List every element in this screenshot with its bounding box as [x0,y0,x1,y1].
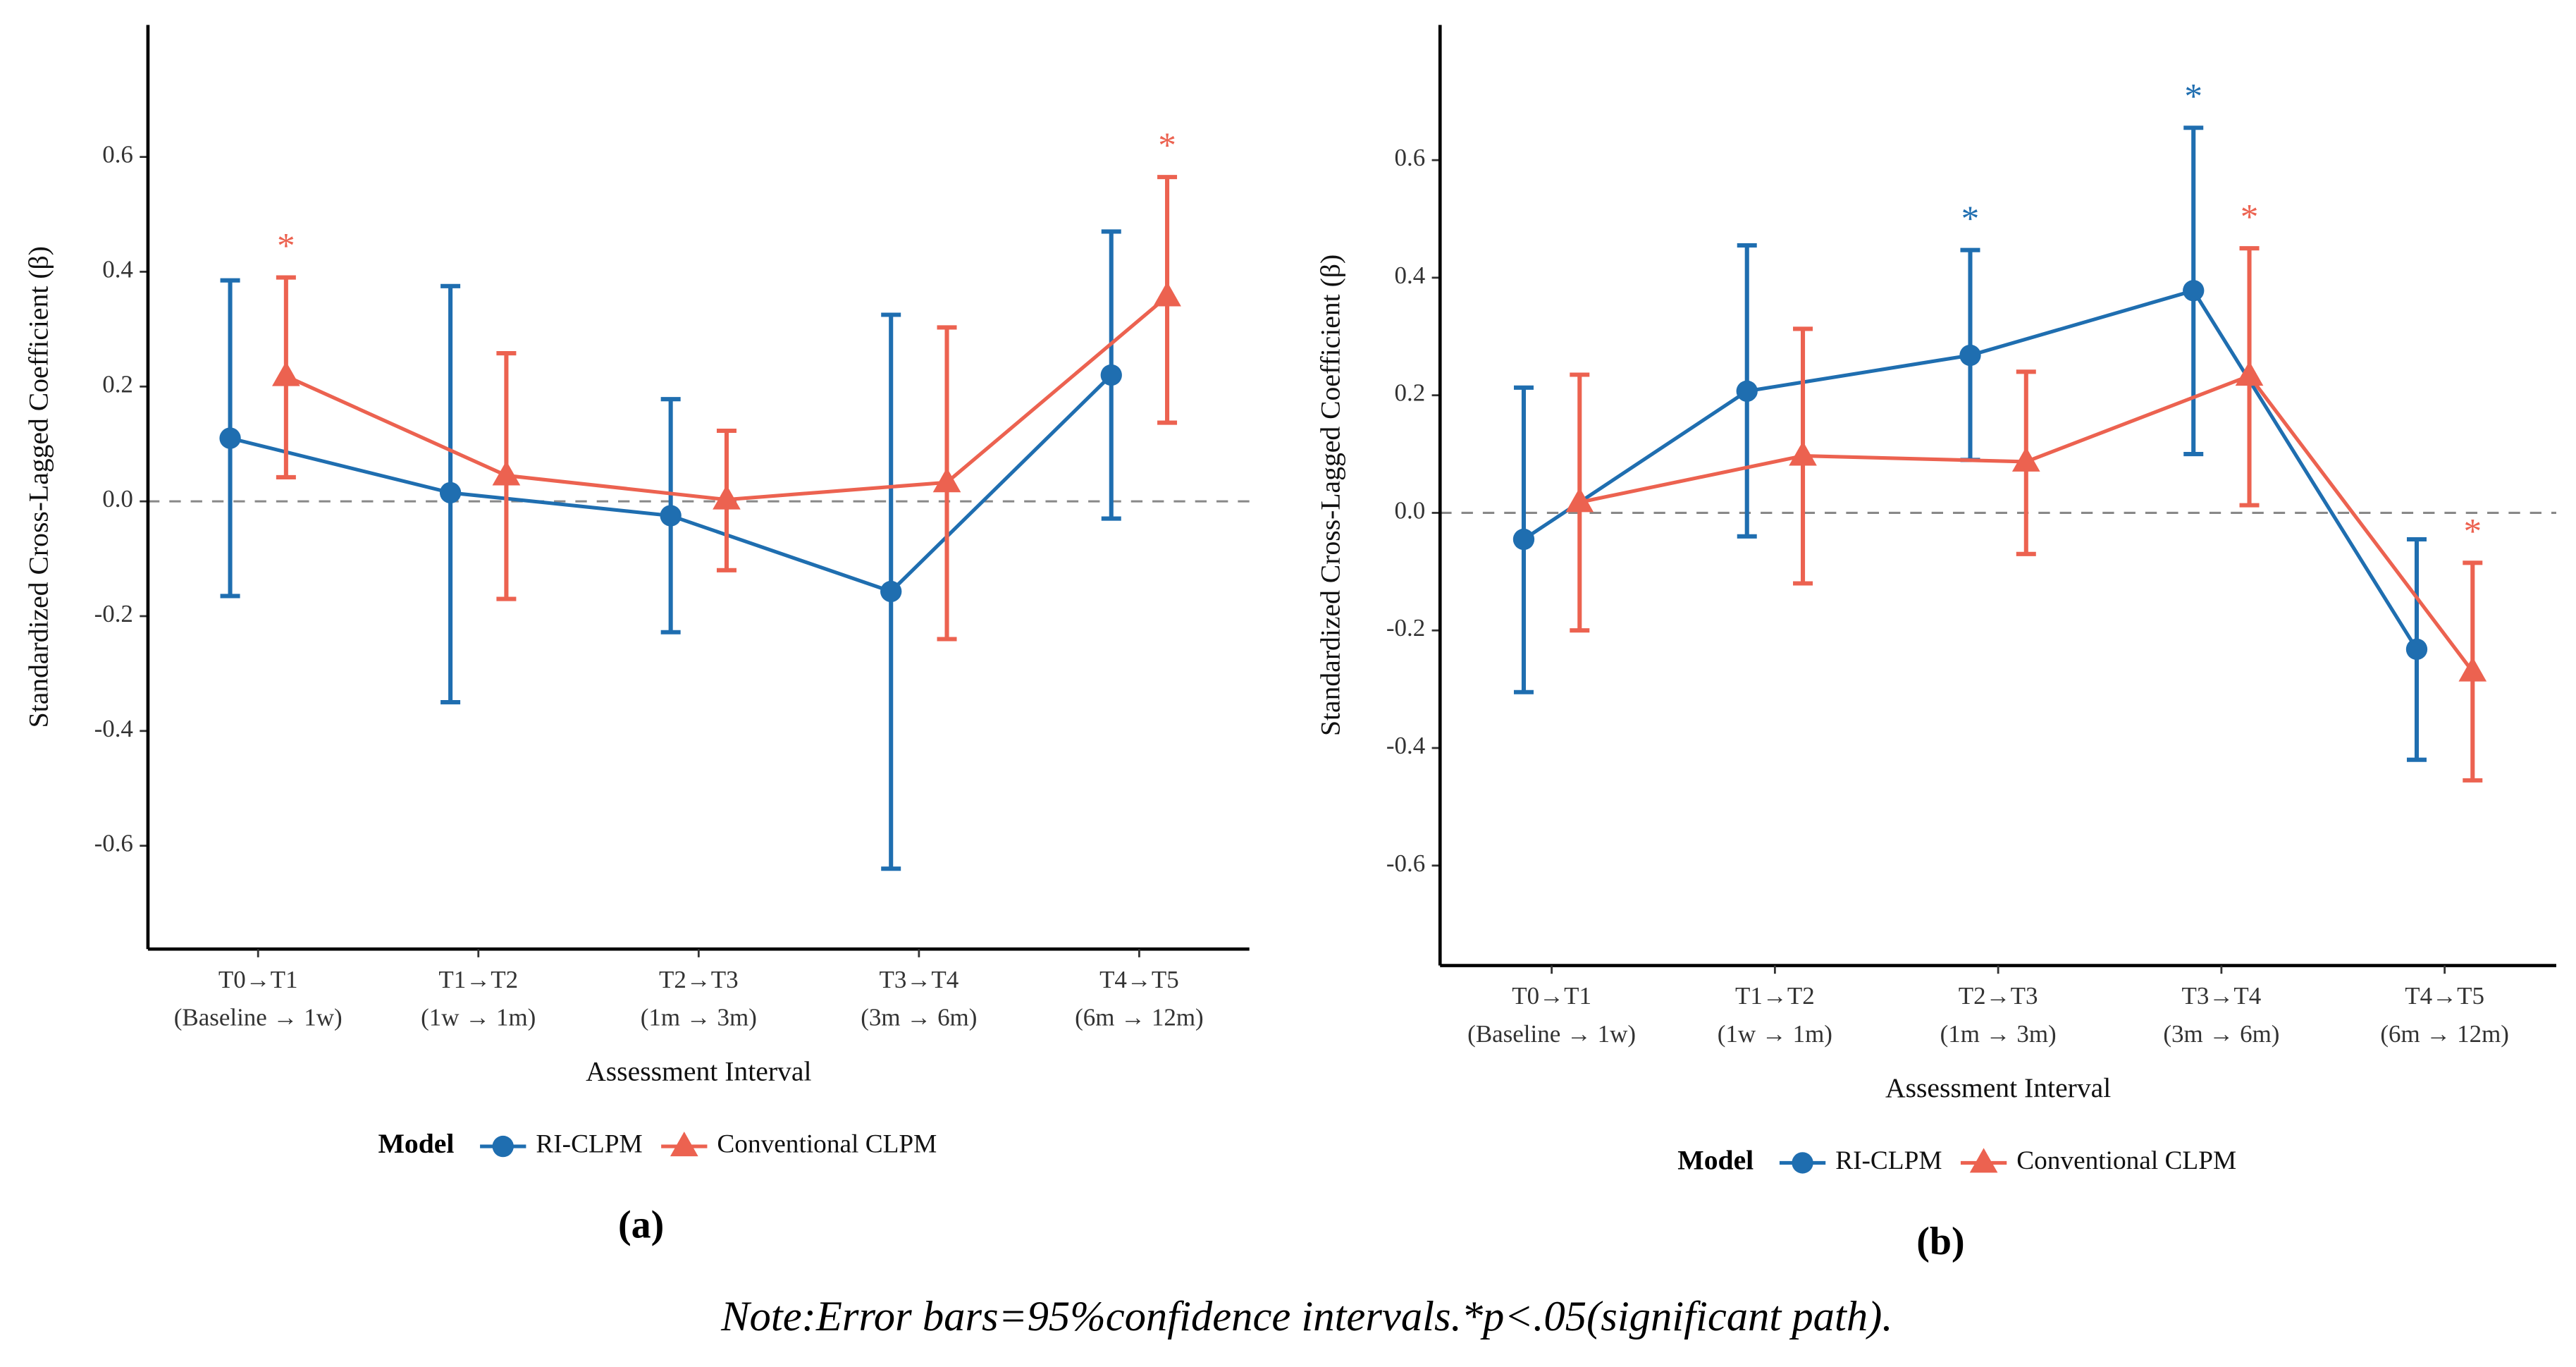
x-tick-detail: (1w → 1m) [1718,1020,1832,1048]
point [219,427,241,449]
y-tick-label: 0.2 [1395,379,1426,407]
panel-label: (b) [1916,1220,1964,1263]
point [1512,528,1535,551]
x-tick-detail: (1m → 3m) [641,1004,757,1031]
y-tick-label: 0.6 [1395,144,1426,171]
point [1565,487,1594,513]
x-tick-detail: (1m → 3m) [1940,1020,2057,1048]
significance-star: * [2241,197,2259,237]
x-tick-label: T1→T2 [1735,982,1815,1010]
x-tick-label: T3→T4 [2182,982,2262,1010]
y-tick-label: 0.6 [102,141,133,168]
x-tick-detail: (3m → 6m) [861,1004,977,1031]
point [1789,441,1817,466]
note: Note:Error bars=95%confidence intervals.… [720,1293,1892,1340]
x-axis-title: Assessment Interval [1885,1072,2111,1103]
significance-star: * [2184,76,2202,116]
legend-label: RI-CLPM [1835,1146,1942,1175]
x-tick-detail: (6m → 12m) [1075,1004,1204,1031]
x-tick-label: T0→T1 [1512,982,1591,1010]
significance-star: * [1961,199,1980,239]
x-axis-title: Assessment Interval [586,1056,811,1087]
point [2405,638,2428,661]
point [2011,446,2040,472]
significance-star: * [1158,125,1176,166]
y-tick-label: 0.0 [102,485,133,513]
y-tick-label: -0.6 [1386,850,1425,877]
y-tick-label: 0.2 [102,370,133,398]
y-axis-title: Standardized Cross-Lagged Coefficient (β… [23,246,54,728]
legend-label: Conventional CLPM [2016,1146,2236,1175]
x-tick-label: T2→T3 [1959,982,2038,1010]
point [1153,281,1181,307]
point [880,580,902,603]
legend-marker [670,1132,698,1157]
x-tick-detail: (Baseline → 1w) [174,1004,343,1031]
point [439,482,462,504]
legend-marker [492,1135,514,1158]
point [2183,280,2205,302]
point [2458,656,2487,682]
x-tick-detail: (1w → 1m) [421,1004,536,1031]
x-tick-detail: (6m → 12m) [2380,1020,2509,1048]
y-tick-label: -0.4 [94,715,133,742]
legend-marker [1969,1148,1998,1173]
x-tick-label: T1→T2 [438,966,518,993]
point [1736,380,1758,402]
point [713,484,741,510]
x-tick-detail: (3m → 6m) [2163,1020,2279,1048]
legend-label: RI-CLPM [536,1130,642,1159]
y-axis-title: Standardized Cross-Lagged Coefficient (β… [1315,255,1346,736]
x-tick-label: T4→T5 [2405,982,2484,1010]
legend-title: Model [378,1128,454,1159]
legend-title: Model [1677,1145,1754,1176]
significance-star: * [2463,511,2482,551]
legend-label: Conventional CLPM [717,1130,937,1159]
legend-marker [1792,1152,1813,1174]
point [272,361,300,386]
y-tick-label: 0.4 [1395,262,1426,289]
point [660,505,682,527]
point [2235,361,2264,386]
y-tick-label: -0.2 [94,600,133,627]
x-tick-label: T2→T3 [659,966,739,993]
point [932,467,961,493]
x-tick-label: T0→T1 [218,966,298,993]
y-tick-label: 0.4 [102,255,133,283]
panel-label: (a) [618,1203,664,1247]
y-tick-label: 0.0 [1395,496,1426,524]
y-tick-label: -0.6 [94,830,133,857]
y-tick-label: -0.4 [1386,732,1425,759]
y-tick-label: -0.2 [1386,614,1425,642]
point [1100,364,1122,386]
x-tick-detail: (Baseline → 1w) [1467,1020,1636,1048]
x-tick-label: T4→T5 [1099,966,1179,993]
point [1959,344,1981,367]
significance-star: * [277,226,295,266]
point [492,460,521,486]
x-tick-label: T3→T4 [880,966,959,993]
